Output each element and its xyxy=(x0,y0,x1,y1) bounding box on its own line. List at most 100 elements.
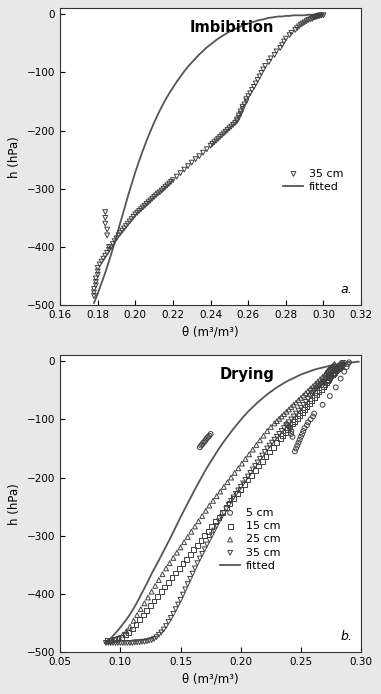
35 cm xyxy=(122,637,128,648)
5 cm xyxy=(346,357,352,368)
35 cm xyxy=(189,568,195,579)
25 cm xyxy=(170,552,176,564)
35 cm xyxy=(281,36,287,47)
35 cm xyxy=(194,557,200,568)
35 cm xyxy=(311,12,317,23)
15 cm xyxy=(270,442,276,453)
35 cm xyxy=(269,437,275,448)
15 cm xyxy=(304,401,310,412)
35 cm xyxy=(335,362,341,373)
35 cm xyxy=(314,383,320,394)
25 cm xyxy=(188,526,194,537)
35 cm xyxy=(127,637,133,648)
25 cm xyxy=(328,362,334,373)
5 cm xyxy=(205,431,211,442)
25 cm xyxy=(141,598,147,609)
35 cm xyxy=(307,391,314,402)
15 cm xyxy=(176,563,182,574)
fitted xyxy=(178,513,183,521)
35 cm xyxy=(119,225,125,236)
5 cm xyxy=(294,440,300,451)
35 cm xyxy=(138,203,144,214)
35 cm xyxy=(108,637,114,648)
15 cm xyxy=(324,375,330,387)
35 cm xyxy=(210,138,216,149)
15 cm xyxy=(180,558,186,569)
25 cm xyxy=(264,425,270,437)
35 cm xyxy=(242,475,248,486)
25 cm xyxy=(283,406,290,417)
35 cm xyxy=(168,176,174,187)
15 cm xyxy=(292,416,298,427)
15 cm xyxy=(155,591,161,602)
35 cm xyxy=(168,612,174,623)
25 cm xyxy=(127,621,133,632)
35 cm xyxy=(187,573,193,584)
15 cm xyxy=(280,430,286,441)
35 cm xyxy=(123,221,129,232)
15 cm xyxy=(212,516,218,527)
fitted xyxy=(110,244,115,253)
5 cm xyxy=(320,399,326,410)
25 cm xyxy=(232,467,238,478)
5 cm xyxy=(297,434,303,446)
35 cm xyxy=(199,548,205,559)
35 cm xyxy=(207,534,213,545)
15 cm xyxy=(234,489,240,500)
35 cm xyxy=(223,126,229,137)
5 cm xyxy=(199,439,205,450)
35 cm xyxy=(155,188,161,199)
35 cm xyxy=(223,503,229,514)
25 cm xyxy=(331,359,338,370)
35 cm xyxy=(322,375,328,386)
5 cm xyxy=(311,408,317,419)
25 cm xyxy=(174,547,180,558)
35 cm xyxy=(234,116,240,127)
35 cm xyxy=(157,187,163,198)
25 cm xyxy=(312,378,319,389)
35 cm xyxy=(185,579,191,590)
35 cm xyxy=(268,53,274,64)
35 cm xyxy=(129,637,135,648)
35 cm xyxy=(315,382,321,393)
35 cm xyxy=(313,11,319,22)
15 cm xyxy=(191,544,197,555)
35 cm xyxy=(279,40,285,51)
5 cm xyxy=(305,416,311,428)
15 cm xyxy=(245,475,251,486)
25 cm xyxy=(195,516,202,527)
fitted xyxy=(169,533,173,541)
25 cm xyxy=(185,532,191,543)
35 cm xyxy=(104,230,110,241)
25 cm xyxy=(322,369,328,380)
15 cm xyxy=(294,413,300,424)
fitted xyxy=(356,357,361,366)
Line: fitted: fitted xyxy=(105,362,359,643)
25 cm xyxy=(315,376,321,387)
35 cm xyxy=(243,96,250,107)
5 cm xyxy=(338,373,344,384)
35 cm xyxy=(189,157,195,168)
fitted xyxy=(291,11,296,19)
25 cm xyxy=(156,575,162,586)
35 cm xyxy=(170,608,176,619)
fitted xyxy=(265,390,269,398)
35 cm xyxy=(108,242,114,253)
35 cm xyxy=(311,12,317,23)
15 cm xyxy=(205,525,211,536)
fitted xyxy=(102,638,107,647)
25 cm xyxy=(295,395,301,406)
35 cm xyxy=(132,637,138,648)
fitted xyxy=(139,591,143,600)
25 cm xyxy=(307,383,314,394)
Text: Imbibition: Imbibition xyxy=(189,20,274,35)
25 cm xyxy=(261,430,267,441)
5 cm xyxy=(307,414,314,425)
15 cm xyxy=(338,361,344,372)
25 cm xyxy=(320,371,326,382)
25 cm xyxy=(131,616,137,627)
35 cm xyxy=(120,637,126,648)
35 cm xyxy=(142,200,148,211)
15 cm xyxy=(325,373,331,384)
35 cm xyxy=(105,637,111,648)
